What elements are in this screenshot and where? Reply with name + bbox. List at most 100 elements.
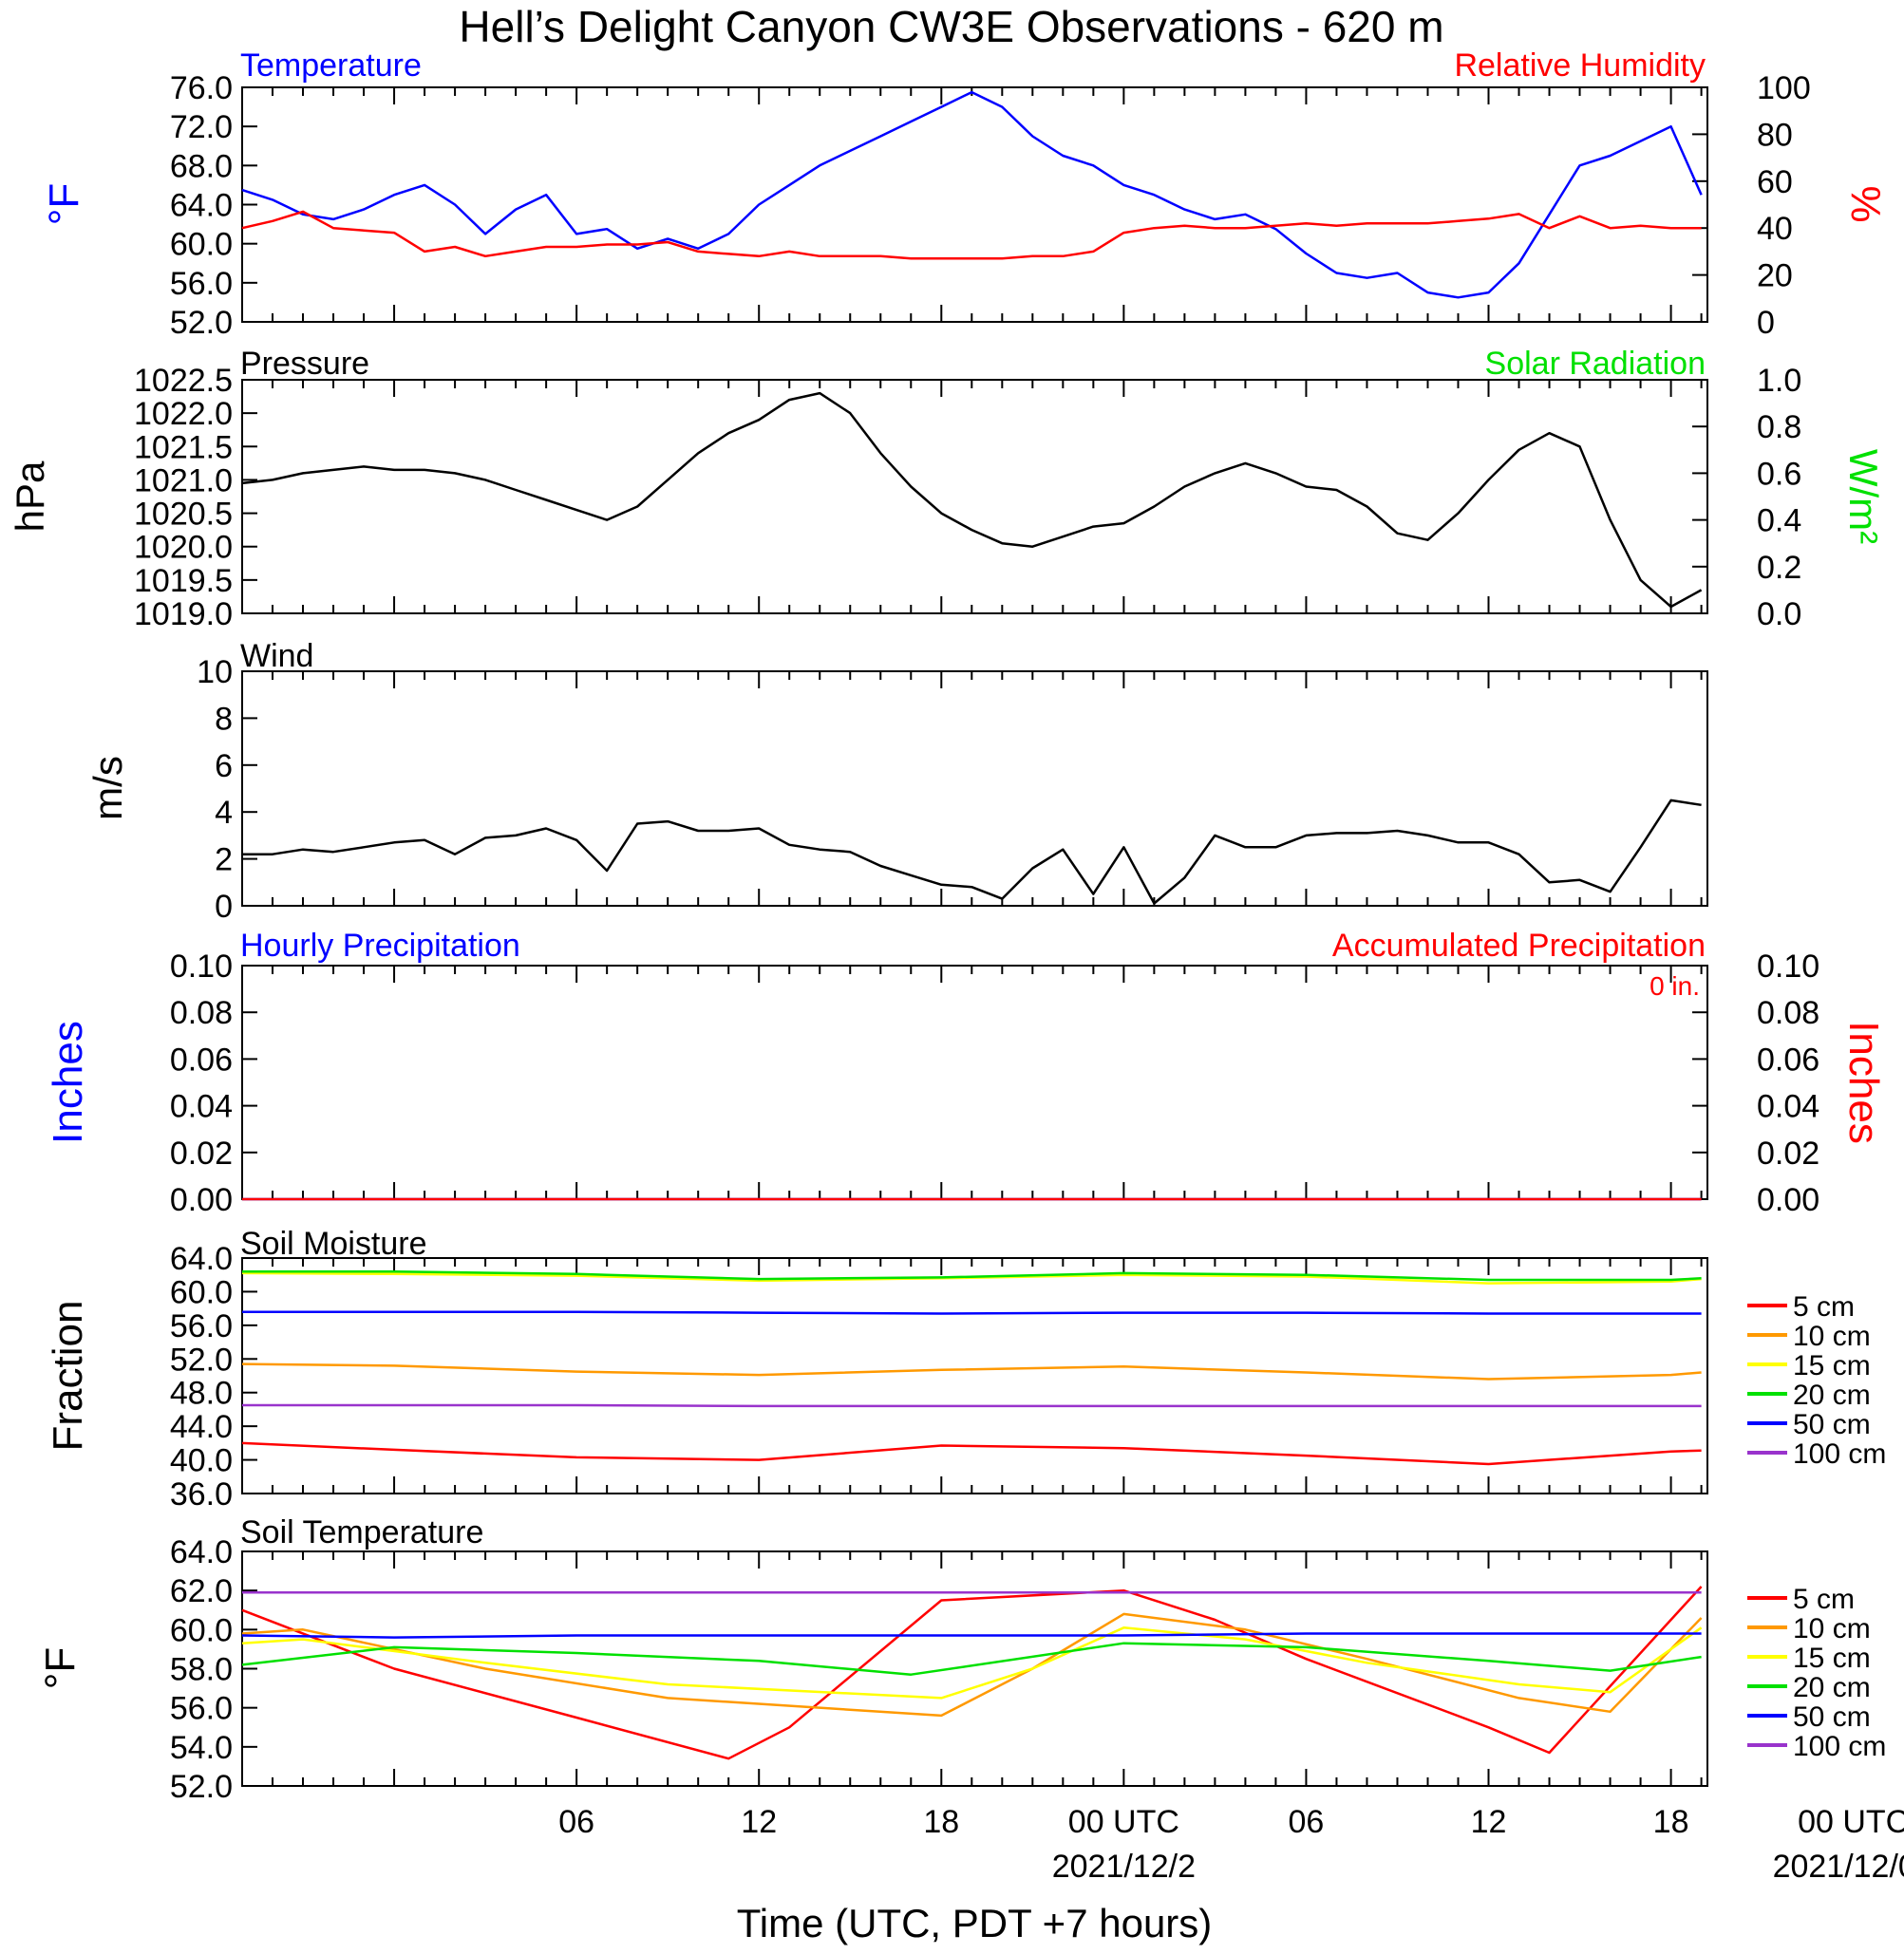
humidity-axis-title: % [1842,185,1889,222]
precip-right-tick-5: 0.00 [1757,1182,1819,1218]
x-tick-label-1: 12 [741,1804,777,1840]
wind-label: Wind [240,638,313,674]
wind-series-0 [242,799,1702,905]
soil-temperature-panel: Soil Temperature °F 64.062.060.0 58.056.0… [37,1514,1886,1805]
soil_moisture-left-tick-3: 52.0 [170,1342,233,1378]
pressure-left-tick-2: 1021.5 [134,429,233,465]
soil-moisture-legend-label-0: 5 cm [1793,1291,1855,1323]
temperature-plot-frame [241,86,1708,323]
temp-left-tick-6: 52.0 [170,305,233,341]
accum-precip-tick-labels: 0.10 0.08 0.06 0.04 0.02 0.00 [1692,949,1819,1218]
hourly-precip-axis-title: Inches [45,1021,91,1144]
temperature-lines [241,87,1703,322]
wind-plot-frame [241,670,1708,907]
pressure-plot-frame [241,379,1708,614]
precip-right-tick-2: 0.06 [1757,1042,1819,1078]
soil-temperature-label: Soil Temperature [240,1514,483,1550]
precip-right-tick-1: 0.08 [1757,995,1819,1031]
soil_temp-left-tick-3: 58.0 [170,1652,233,1688]
soil-moisture-axis-title: Fraction [45,1301,91,1452]
soil_moisture-left-tick-4: 48.0 [170,1376,233,1412]
soil-temperature-lines [241,1551,1703,1786]
soil-temperature-legend-label-1: 10 cm [1793,1613,1871,1644]
x-tick-label-2: 18 [923,1804,959,1840]
soil_moisture-series-1 [241,1362,1702,1381]
temp-series-0 [241,90,1703,299]
soil-moisture-tick-labels: 64.060.056.052.048.044.040.036.0 [170,1241,257,1512]
soil-temperature-legend-label-0: 5 cm [1793,1584,1855,1615]
x-tick-label-0: 06 [558,1804,594,1840]
soil_moisture-left-tick-7: 36.0 [170,1476,233,1512]
soil_moisture-series-3 [242,1269,1702,1282]
x-axis-tick-labels: 06 12 18 00 UTC 06 12 18 00 UTC [558,1804,1904,1840]
temp-right-tick-2: 60 [1757,164,1793,200]
pressure-left-tick-5: 1020.0 [134,530,233,566]
temperature-tick-labels: 76.072.068.0 64.060.056.052.0 [170,70,257,341]
pressure-left-tick-4: 1020.5 [134,497,233,533]
wind-left-tick-5: 0 [215,889,233,925]
x-tick-label-6: 18 [1653,1804,1689,1840]
precip-right-tick-4: 0.02 [1757,1136,1819,1172]
pressure-lines [241,380,1703,613]
temp-right-tick-1: 80 [1757,117,1793,153]
soil-temperature-plot-frame [241,1550,1708,1787]
wind-left-tick-3: 4 [215,795,233,831]
soil_moisture-left-tick-6: 40.0 [170,1443,233,1479]
temperature-label: Temperature [240,47,422,84]
soil_moisture-left-tick-5: 44.0 [170,1409,233,1445]
soil-temperature-legend-label-5: 100 cm [1793,1731,1886,1762]
x-tick-label-5: 12 [1471,1804,1507,1840]
precip-left-tick-5: 0.00 [170,1182,233,1218]
wind-left-tick-4: 2 [215,842,233,878]
pressure-left-tick-6: 1019.5 [134,563,233,599]
accum-precip-axis-title: Inches [1840,1021,1887,1144]
pressure-label: Pressure [240,346,369,382]
soil-temperature-legend-label-3: 20 cm [1793,1672,1871,1703]
accum-precip-label: Accumulated Precipitation [1332,928,1706,964]
soil_temp-series-2 [241,1626,1703,1700]
temp-right-tick-4: 20 [1757,258,1793,294]
temp-left-tick-5: 56.0 [170,266,233,302]
soil-moisture-legend-label-1: 10 cm [1793,1321,1871,1352]
precip-right-tick-3: 0.04 [1757,1089,1819,1125]
pressure-right-tick-1: 0.8 [1757,409,1801,445]
soil-moisture-legend-label-2: 15 cm [1793,1350,1871,1381]
temp-right-tick-5: 0 [1757,305,1775,341]
x-tick-label-4: 06 [1289,1804,1325,1840]
wind-left-tick-0: 10 [197,654,233,690]
soil-moisture-legend-label-5: 100 cm [1793,1438,1886,1470]
pressure-right-tick-0: 1.0 [1757,363,1801,399]
precip-left-tick-4: 0.02 [170,1136,233,1172]
wind-left-tick-2: 6 [215,748,233,784]
soil_temp-left-tick-5: 54.0 [170,1730,233,1766]
x-axis-date-labels: 2021/12/2 2021/12/03 [1052,1849,1904,1885]
soil_temp-series-1 [241,1612,1703,1718]
temp-left-tick-0: 76.0 [170,70,233,106]
soil-temperature-tick-labels: 64.062.060.0 58.056.054.052.0 [170,1534,257,1805]
precipitation-plot-frame [241,965,1708,1200]
precipitation-panel: Hourly Precipitation Accumulated Precipi… [45,928,1887,1218]
precip-left-tick-1: 0.08 [170,995,233,1031]
soil_temp-left-tick-0: 64.0 [170,1534,233,1570]
solar-axis-title: W/m² [1841,449,1886,544]
precip-right-tick-0: 0.10 [1757,949,1819,985]
precip-left-tick-3: 0.04 [170,1089,233,1125]
temp-right-tick-3: 40 [1757,211,1793,247]
chart-title: Hell’s Delight Canyon CW3E Observations … [459,2,1443,51]
pressure-panel: Pressure Solar Radiation hPa W/m² 1022.5… [8,346,1886,632]
soil_moisture-series-2 [241,1271,1702,1285]
wind-axis-title: m/s [85,756,130,820]
hourly-precip-label: Hourly Precipitation [240,928,520,964]
soil_temp-series-4 [241,1632,1702,1639]
soil-moisture-panel: Soil Moisture Fraction 64.060.056.052.04… [45,1226,1886,1512]
temp-left-tick-3: 64.0 [170,188,233,224]
soil_moisture-series-0 [241,1441,1702,1466]
pressure-right-tick-4: 0.2 [1757,550,1801,586]
soil_temp-left-tick-2: 60.0 [170,1612,233,1648]
temp-left-tick-2: 68.0 [170,148,233,184]
soil-temperature-legend-label-4: 50 cm [1793,1701,1871,1733]
precip-left-tick-2: 0.06 [170,1042,233,1078]
precip-left-tick-0: 0.10 [170,949,233,985]
wind-tick-labels: 10 8 6 4 2 0 [197,654,257,925]
pressure-left-tick-7: 1019.0 [134,596,233,632]
